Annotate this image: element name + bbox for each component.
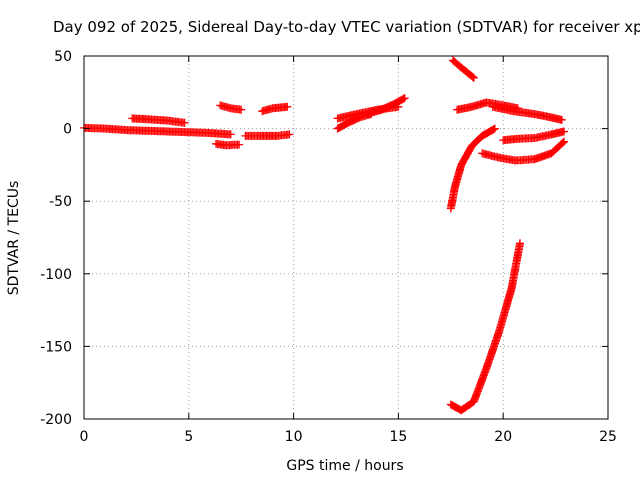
data-point-markers xyxy=(363,94,409,119)
data-point-markers xyxy=(241,130,294,140)
data-track xyxy=(446,239,524,415)
data-point-markers xyxy=(258,102,292,116)
data-track xyxy=(488,102,566,124)
x-tick-label: 10 xyxy=(285,429,303,445)
data-track xyxy=(363,94,409,119)
y-axis-label: SDTVAR / TECUs xyxy=(6,181,22,296)
plot-frame xyxy=(83,55,609,420)
chart-title: Day 092 of 2025, Sidereal Day-to-day VTE… xyxy=(53,18,640,36)
x-tick-label: 20 xyxy=(494,429,512,445)
data-track xyxy=(499,127,568,145)
data-track xyxy=(478,137,568,165)
data-point-markers xyxy=(448,56,478,82)
data-point-markers xyxy=(478,137,568,165)
y-tick-label: 50 xyxy=(54,49,72,65)
x-tick-label: 5 xyxy=(184,429,193,445)
x-tick-label: 0 xyxy=(80,429,89,445)
y-tick-label: -100 xyxy=(40,267,72,283)
data-point-markers xyxy=(488,102,566,124)
x-axis-label: GPS time / hours xyxy=(286,458,403,474)
y-tick-label: 0 xyxy=(63,122,72,138)
data-track xyxy=(241,130,294,140)
data-track xyxy=(212,139,244,150)
data-point-markers xyxy=(216,101,246,114)
data-point-markers xyxy=(128,114,189,127)
data-track xyxy=(258,102,292,116)
data-point-markers xyxy=(499,127,568,145)
data-track xyxy=(448,56,478,82)
data-point-markers xyxy=(446,124,499,213)
data-track xyxy=(128,114,189,127)
y-tick-label: -200 xyxy=(40,412,72,428)
y-tick-label: -150 xyxy=(40,339,72,355)
data-point-markers xyxy=(446,239,524,415)
axes: 0 5 10 15 20 25 -200 -150 -100 -50 0 50 xyxy=(40,49,617,445)
data-markers xyxy=(80,56,568,415)
x-tick-label: 25 xyxy=(599,429,617,445)
x-tick-label: 15 xyxy=(389,429,407,445)
data-track xyxy=(446,124,499,213)
y-tick-label: -50 xyxy=(49,194,72,210)
data-point-markers xyxy=(212,139,244,150)
data-track xyxy=(216,101,246,114)
grid-lines xyxy=(84,56,608,419)
